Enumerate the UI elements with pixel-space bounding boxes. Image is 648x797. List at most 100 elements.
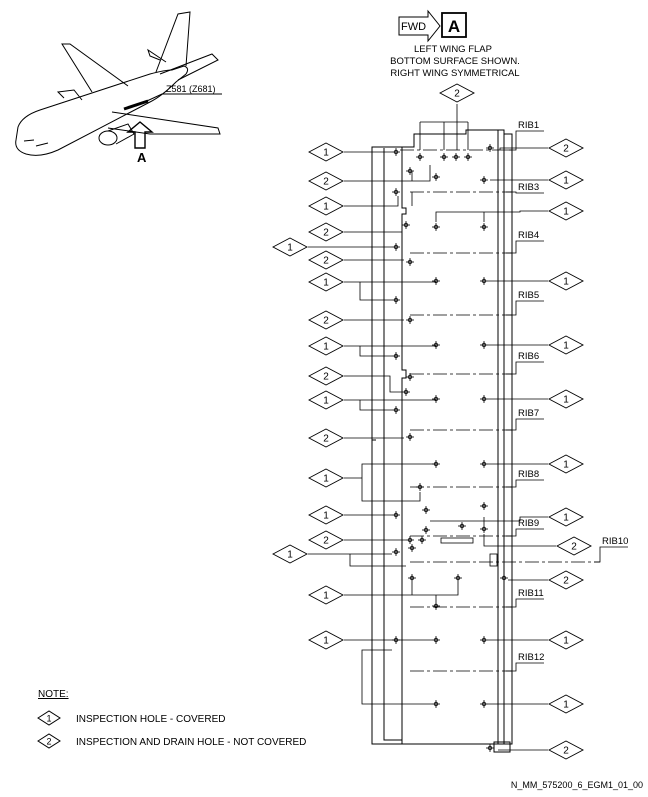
- callout-two-26: 2: [508, 570, 584, 590]
- callout-one-5: 1: [308, 192, 413, 216]
- rib-label: RIB6: [518, 351, 539, 362]
- callout-two-7: 2: [308, 222, 403, 242]
- callout-number: 2: [563, 144, 569, 155]
- hole-marker-icon: [406, 433, 414, 441]
- hole-marker-icon: [418, 536, 426, 544]
- callout-diamond-icon: [308, 310, 344, 330]
- hole-marker-icon: [392, 511, 400, 519]
- callout-one-8: 1: [272, 237, 392, 257]
- callout-two-2: 2: [499, 138, 584, 158]
- hole-marker-icon: [480, 700, 488, 708]
- callout-diamond-icon: [308, 505, 344, 525]
- callout-number: 1: [563, 636, 569, 647]
- hole-marker-icon: [480, 341, 488, 349]
- note-item-1: 1 INSPECTION HOLE - COVERED: [37, 710, 225, 726]
- hole-marker-icon: [392, 352, 400, 360]
- hole-marker-icon: [432, 602, 440, 610]
- hole-marker-icon: [432, 636, 440, 644]
- hole-marker-icon: [486, 144, 494, 152]
- rib-leader: [506, 479, 544, 488]
- callout-number: 1: [323, 591, 329, 602]
- rib-leader: [506, 598, 544, 608]
- leader-line: [499, 147, 548, 150]
- callout-diamond-icon: [308, 250, 344, 270]
- rib-11: RIB12: [410, 652, 544, 672]
- hole-marker-icon: [440, 153, 448, 161]
- callout-number: 1: [563, 460, 569, 471]
- callout-number: 2: [323, 256, 329, 267]
- callout-one-10: 1: [308, 272, 436, 301]
- callout-diamond-icon: [308, 630, 344, 650]
- hole-marker-icon: [402, 388, 410, 396]
- callout-one-4: 1: [490, 170, 584, 190]
- leader-line: [344, 281, 436, 301]
- hole-marker-icon: [416, 483, 424, 491]
- rib-label: RIB12: [518, 652, 544, 663]
- callout-two-18: 2: [308, 428, 404, 448]
- note-item-2: 2 INSPECTION AND DRAIN HOLE - NOT COVERE…: [37, 733, 306, 749]
- note-item-2-number: 2: [46, 737, 51, 747]
- callout-diamond-icon: [548, 335, 584, 355]
- rib-leader: [506, 191, 544, 194]
- callout-diamond-icon: [308, 390, 344, 410]
- note-item-1-number: 1: [46, 714, 51, 724]
- callout-number: 1: [563, 207, 569, 218]
- hole-marker-icon: [406, 536, 414, 544]
- callout-two-15: 2: [308, 366, 402, 393]
- callout-number: 1: [563, 513, 569, 524]
- title-line-2: BOTTOM SURFACE SHOWN.: [390, 56, 520, 67]
- leader-line: [344, 345, 436, 357]
- callout-diamond-icon: [308, 336, 344, 356]
- callout-one-14: 1: [488, 335, 584, 355]
- leader-line: [430, 516, 548, 525]
- rib-3: RIB4: [410, 230, 544, 254]
- callout-diamond-icon: [308, 468, 344, 488]
- hole-marker-icon: [422, 526, 430, 534]
- rib-leader: [506, 418, 544, 431]
- rib-label: RIB8: [518, 469, 539, 480]
- callout-diamond-icon: [556, 536, 592, 556]
- callout-two-31: 2: [498, 740, 584, 760]
- callout-diamond-icon: [548, 389, 584, 409]
- leader-line: [361, 649, 548, 705]
- hole-marker-icon: [432, 395, 440, 403]
- access-panel: [489, 553, 498, 567]
- callout-one-1: 1: [308, 142, 392, 162]
- hole-marker-icon: [432, 173, 440, 181]
- rib-leader: [506, 240, 544, 254]
- fwd-label: FWD: [401, 21, 426, 33]
- callout-one-13: 1: [308, 336, 436, 357]
- callout-diamond-icon: [37, 710, 61, 726]
- leader-line: [419, 104, 469, 150]
- fwd-arrow: [398, 9, 441, 43]
- callout-number: 1: [563, 700, 569, 711]
- rib-leader: [506, 528, 544, 537]
- callout-two-12: 2: [308, 310, 404, 330]
- hole-marker-icon: [432, 341, 440, 349]
- leader-line: [435, 210, 548, 222]
- callout-diamond-icon: [308, 428, 344, 448]
- hole-marker-icon: [402, 221, 410, 229]
- hole-marker-icon: [406, 258, 414, 266]
- aircraft-sketch: [15, 11, 222, 156]
- callout-number: 1: [563, 176, 569, 187]
- callout-diamond-icon: [548, 170, 584, 190]
- callout-diamond-icon: [548, 570, 584, 590]
- callout-number: 1: [323, 148, 329, 159]
- leader-line: [344, 375, 402, 393]
- callout-number: 1: [563, 341, 569, 352]
- rib-2: RIB3: [410, 182, 544, 194]
- rib-label: RIB3: [518, 182, 539, 193]
- rib-1: RIB1: [400, 120, 544, 151]
- hole-marker-icon: [392, 406, 400, 414]
- hole-marker-icon: [392, 243, 400, 251]
- leader-line: [344, 225, 403, 233]
- callout-diamond-icon: [548, 740, 584, 760]
- callout-one-19: 1: [308, 463, 436, 502]
- rib-leader: [506, 361, 544, 375]
- rib-5: RIB6: [410, 351, 544, 375]
- callout-one-30: 1: [361, 649, 584, 714]
- hole-marker-icon: [480, 395, 488, 403]
- rib-8: RIB9: [410, 518, 544, 537]
- callout-diamond-icon: [308, 272, 344, 292]
